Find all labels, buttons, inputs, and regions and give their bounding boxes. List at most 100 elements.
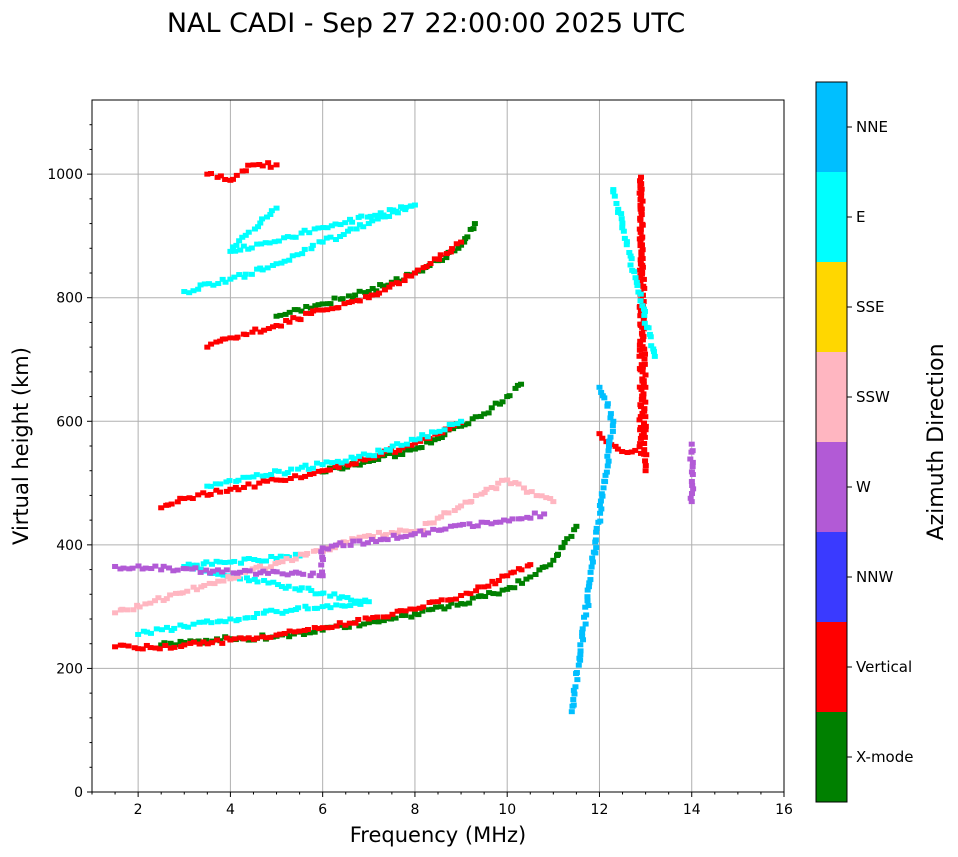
data-point [311, 625, 318, 631]
data-point [468, 498, 475, 504]
data-point [329, 460, 336, 466]
data-point [454, 602, 461, 608]
data-point [492, 400, 499, 406]
data-point [642, 423, 649, 429]
data-point [394, 530, 401, 536]
series-vertical [204, 239, 465, 350]
data-point [251, 614, 258, 620]
data-point [290, 315, 297, 321]
colorbar-label: Vertical [856, 658, 912, 676]
data-point [245, 635, 252, 641]
data-point [226, 478, 233, 484]
data-point [408, 614, 415, 620]
data-point [158, 642, 165, 648]
data-point [642, 399, 649, 405]
data-point [348, 299, 355, 305]
data-point [688, 441, 695, 447]
data-point [238, 560, 245, 566]
data-point [619, 225, 626, 231]
data-point [402, 612, 409, 618]
data-point [352, 292, 359, 298]
data-point [335, 464, 342, 470]
data-point [124, 607, 131, 613]
data-point [245, 481, 252, 487]
data-point [577, 652, 584, 658]
data-point [254, 241, 261, 247]
series-nne [568, 384, 617, 715]
data-point [296, 628, 303, 634]
data-point [570, 697, 577, 703]
data-point [618, 216, 625, 222]
plot-background [92, 100, 784, 792]
data-point [504, 573, 511, 579]
data-point [641, 447, 648, 453]
data-point [411, 606, 418, 612]
data-point [579, 629, 586, 635]
data-point [214, 637, 221, 643]
data-point [143, 642, 150, 648]
data-point [233, 570, 240, 576]
data-point [190, 639, 197, 645]
data-point [324, 603, 331, 609]
data-point [231, 274, 238, 280]
data-point [361, 457, 368, 463]
data-point [262, 240, 269, 246]
data-point [297, 551, 304, 557]
data-point [597, 510, 604, 516]
data-point [337, 234, 344, 240]
data-point [305, 466, 312, 472]
data-point [343, 539, 350, 545]
y-axis: 0 200 400 600 800 1000 [47, 124, 92, 801]
data-point [190, 621, 197, 627]
data-point [288, 570, 295, 576]
data-point [334, 458, 341, 464]
data-point [292, 473, 299, 479]
data-point [572, 684, 579, 690]
data-point [650, 346, 657, 352]
data-point [211, 581, 218, 587]
data-point [362, 615, 369, 621]
data-point [333, 623, 340, 629]
data-point [633, 279, 640, 285]
data-point [582, 621, 589, 627]
data-point [399, 613, 406, 619]
data-point [414, 267, 421, 273]
data-point [239, 234, 246, 240]
data-point [588, 564, 595, 570]
data-point [438, 435, 445, 441]
data-point [381, 287, 388, 293]
data-point [398, 442, 405, 448]
data-point [470, 226, 477, 232]
y-axis-title: Virtual height (km) [9, 347, 33, 545]
data-point [348, 597, 355, 603]
data-point [160, 563, 167, 569]
data-point [396, 447, 403, 453]
data-point [356, 298, 363, 304]
data-point [639, 364, 646, 370]
data-point [495, 480, 502, 486]
data-point [193, 562, 200, 568]
data-point [249, 329, 256, 335]
data-point [614, 446, 621, 452]
data-point [394, 608, 401, 614]
x-tick-label: 10 [498, 802, 516, 818]
data-point [436, 428, 443, 434]
data-point [312, 303, 319, 309]
data-point [384, 537, 391, 543]
data-point [167, 645, 174, 651]
data-point [158, 567, 165, 573]
data-point [205, 281, 212, 287]
data-point [292, 556, 299, 562]
data-point [189, 496, 196, 502]
colorbar-label: NNW [856, 568, 893, 586]
data-point [542, 564, 549, 570]
data-point [177, 495, 184, 501]
data-point [292, 586, 299, 592]
y-tick-label: 0 [74, 785, 83, 801]
data-point [327, 605, 334, 611]
data-point [261, 327, 268, 333]
data-point [368, 292, 375, 298]
data-point [200, 490, 207, 496]
data-point [140, 628, 147, 634]
data-point [609, 428, 616, 434]
